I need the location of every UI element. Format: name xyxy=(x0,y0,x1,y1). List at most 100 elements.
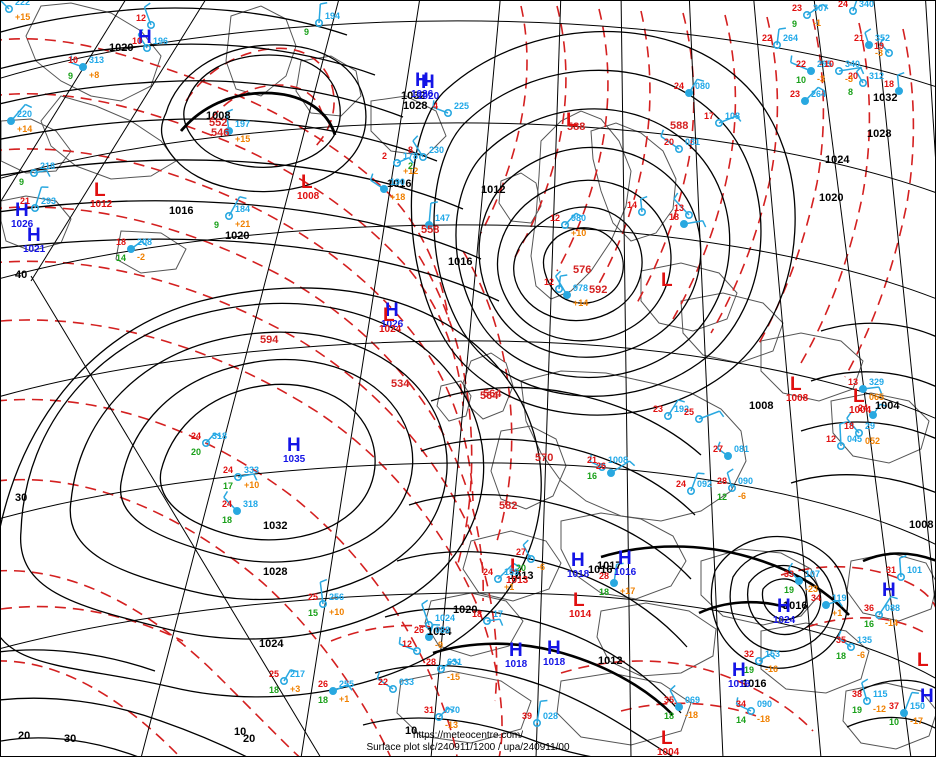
station-pressure: 264 xyxy=(783,33,799,43)
station-pressure: 208 xyxy=(137,237,153,247)
wind-barb xyxy=(432,100,449,114)
wind-barb xyxy=(898,555,907,578)
low-pressure-symbol: L xyxy=(661,270,673,291)
station-temperature: 13 xyxy=(674,203,685,213)
wind-barb xyxy=(319,578,328,605)
wind-barb xyxy=(726,468,734,489)
isobar-label: 1020 xyxy=(453,604,478,616)
wind-barb xyxy=(660,129,680,150)
wind-barb xyxy=(806,3,829,16)
wind-barb xyxy=(412,135,424,158)
station-circle xyxy=(663,411,672,420)
station-temperature: 18 xyxy=(472,609,483,619)
station-circle xyxy=(884,48,893,57)
station-temperature: 28 xyxy=(717,476,728,486)
station-pressure: 159 xyxy=(504,567,520,577)
station-pressure-tendency: -15 xyxy=(447,672,461,682)
wind-barb xyxy=(369,173,385,190)
station-temperature: 37 xyxy=(889,701,900,711)
station-circle xyxy=(874,610,883,619)
station-pressure: 192 xyxy=(674,404,690,414)
wind-barb xyxy=(398,636,418,652)
station-circle xyxy=(854,428,863,437)
station-circle xyxy=(848,7,857,16)
wind-barb xyxy=(718,115,742,124)
low-pressure-symbol: L xyxy=(790,374,802,395)
station-temperature: 23 xyxy=(792,3,803,13)
chart-footer: https://meteocentre.com/ Surface plot sl… xyxy=(1,730,935,754)
isobar-label: 1016 xyxy=(448,256,473,268)
station-temperature: 23 xyxy=(653,404,664,414)
pressure-center-value: 1013 xyxy=(506,575,529,586)
wind-barb xyxy=(852,1,858,12)
station-temperature: 23 xyxy=(790,89,801,99)
low-pressure-symbol: L xyxy=(661,728,673,749)
wind-barb xyxy=(1,1,10,10)
high-pressure-symbol: H xyxy=(777,596,791,617)
pressure-center-value: 1026 xyxy=(381,319,404,330)
station-pressure-tendency: +8 xyxy=(89,70,100,80)
height-contour-label: 552 xyxy=(209,117,228,129)
station-dewpoint: 9 xyxy=(214,220,220,230)
station-pressure: 147 xyxy=(435,213,451,223)
wind-barb xyxy=(33,169,51,177)
high-pressure-symbol: H xyxy=(385,300,399,321)
height-contour-label: 594 xyxy=(260,334,279,346)
height-contour-label: 592 xyxy=(589,284,608,296)
station-pressure-tendency: -16 xyxy=(765,664,779,674)
wind-barb xyxy=(428,201,438,226)
isobar-label: 1024 xyxy=(259,638,284,650)
station-temperature: 18 xyxy=(884,79,895,89)
station-dewpoint: 18 xyxy=(599,587,610,597)
station-temperature: 21 xyxy=(20,196,31,206)
station-pressure-tendency: -6 xyxy=(857,650,866,660)
station-temperature: 20 xyxy=(848,71,859,81)
wind-barb xyxy=(497,562,520,580)
station-pressure-tendency: 065 xyxy=(869,392,885,402)
station-temperature: 34 xyxy=(736,699,747,709)
wind-barb xyxy=(223,490,238,512)
pressure-center-value: 1018 xyxy=(543,657,566,668)
station-temperature: 12 xyxy=(550,213,561,223)
station-temperature: 24 xyxy=(483,567,494,577)
station-temperature: 21 xyxy=(587,455,598,465)
graticule-label: 30 xyxy=(64,733,77,745)
wind-barb xyxy=(558,274,568,290)
station-circle xyxy=(30,204,39,213)
station-dewpoint: 14 xyxy=(736,715,747,725)
wind-barb xyxy=(613,562,624,584)
isobar-label: 1012 xyxy=(481,184,506,196)
station-pressure-tendency: -6 xyxy=(738,491,747,501)
wind-barb xyxy=(790,55,812,72)
wind-barb xyxy=(716,441,729,457)
station-pressure-tendency: -2 xyxy=(137,252,146,262)
wind-barb xyxy=(879,37,890,54)
station-pressure-tendency: +18 xyxy=(390,192,406,202)
wind-barb xyxy=(143,2,152,26)
graticule-label: 10 xyxy=(234,726,247,738)
height-contour-label: 534 xyxy=(391,378,410,390)
station-temperature: 25 xyxy=(308,592,319,602)
station-pressure-tendency: -9 xyxy=(435,640,444,650)
isobar-label: 1016 xyxy=(783,600,808,612)
station-pressure: 230 xyxy=(429,145,445,155)
wind-barb xyxy=(428,623,441,638)
source-url: https://meteocentre.com/ xyxy=(412,730,524,741)
wind-barb xyxy=(205,432,222,444)
height-contour-label: 546 xyxy=(211,127,230,139)
wind-barb xyxy=(396,157,414,164)
station-dewpoint: 18 xyxy=(222,515,233,525)
wind-barb xyxy=(698,410,725,420)
station-temperature: 12 xyxy=(402,639,413,649)
wind-barb xyxy=(673,192,690,216)
pressure-center-value: 1036 xyxy=(411,89,434,100)
isobar-label: 1024 xyxy=(825,154,850,166)
station-circle xyxy=(560,221,569,230)
low-pressure-symbol: L xyxy=(917,650,929,671)
station-pressure: 352 xyxy=(875,33,891,43)
station-pressure-tendency: 052 xyxy=(865,436,881,446)
station-circle xyxy=(392,159,401,168)
